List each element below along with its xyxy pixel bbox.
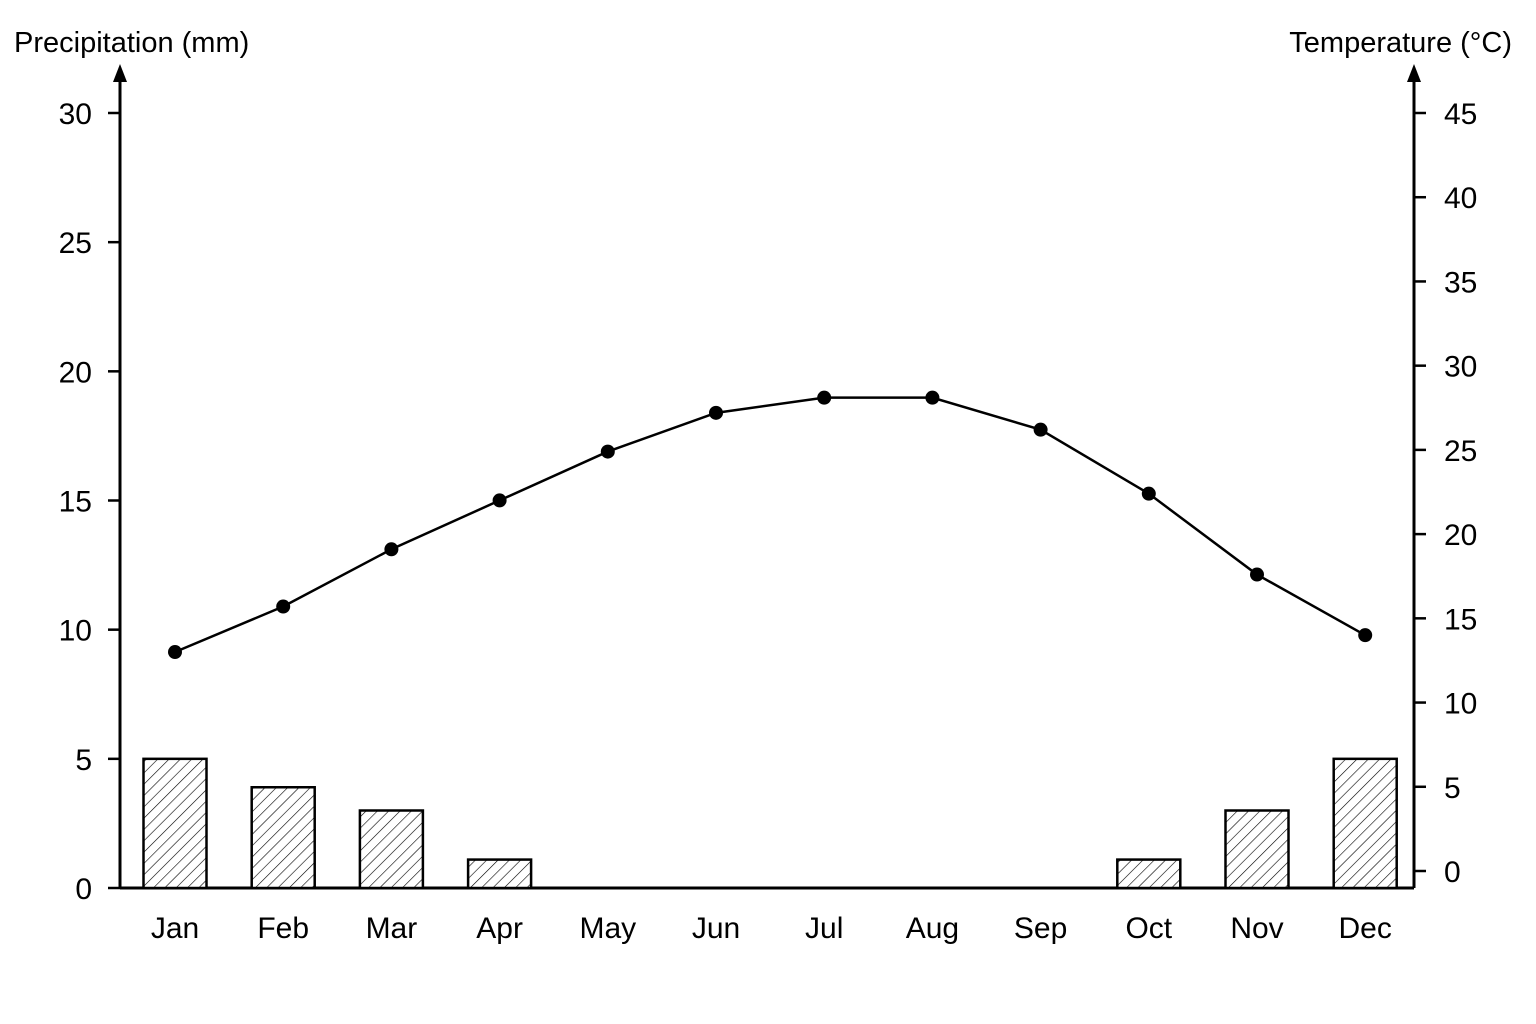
month-labels: Jan Feb Mar Apr May Jun Jul Aug Sep Oct Nov Dec [151,912,1392,945]
temperature-point-feb [276,599,291,614]
precipitation-bar-dec [1332,757,1398,890]
temperature-point-dec [1358,628,1373,643]
temperature-series [168,390,1373,660]
left-tick-label: 25 [59,227,92,260]
right-tick-label: 35 [1444,266,1477,299]
left-tick-label: 0 [75,873,92,906]
left-tick-label: 5 [75,744,92,777]
temperature-point-nov [1250,567,1264,582]
month-label: Jul [805,912,843,945]
temperature-point-jun [709,405,723,420]
month-label: Mar [366,912,418,945]
right-tick-label: 10 [1444,688,1477,721]
right-tick-label: 15 [1444,603,1477,636]
right-tick-label: 45 [1444,98,1477,131]
left-tick-label: 20 [59,356,92,389]
left-axis-arrow-icon [113,64,127,82]
temperature-point-jul [817,390,832,405]
temperature-point-may [600,444,615,459]
right-axis-arrow-icon [1407,64,1421,82]
left-tick-label: 15 [59,486,92,519]
month-label: Apr [476,912,523,945]
precipitation-bars [142,757,1398,890]
right-tick-label: 30 [1444,351,1477,384]
left-axis-title: Precipitation (mm) [14,27,249,59]
month-label: Feb [257,912,309,945]
temperature-line [174,396,1366,654]
right-tick-label: 25 [1444,435,1477,468]
temperature-point-apr [492,493,507,508]
temperature-point-oct [1141,486,1156,501]
month-label: Jun [692,912,740,945]
month-label: Jan [151,912,199,945]
month-label: Dec [1339,912,1392,945]
precipitation-bar-mar [358,809,425,890]
precipitation-bar-feb [250,786,316,890]
right-tick-label: 0 [1444,856,1461,889]
right-tick-label: 5 [1444,772,1461,805]
precipitation-bar-nov [1224,809,1290,890]
precipitation-bar-apr [466,858,533,890]
left-tick-label: 10 [59,615,92,648]
left-axis-ticks: 0 5 10 15 20 25 30 [59,98,120,906]
temperature-point-aug [925,390,940,405]
right-tick-label: 20 [1444,519,1477,552]
temperature-point-sep [1033,422,1048,437]
temperature-point-mar [384,542,399,557]
precipitation-bar-oct [1116,858,1182,890]
precipitation-bar-jan [142,757,208,890]
month-label: Sep [1014,912,1067,945]
right-axis-title: Temperature (°C) [1289,27,1512,59]
right-axis-ticks: 0 5 10 15 20 25 30 35 40 45 [1414,98,1477,889]
month-label: Oct [1125,912,1172,945]
month-label: Nov [1230,912,1283,945]
left-tick-label: 30 [59,98,92,131]
month-label: May [579,912,636,945]
right-tick-label: 40 [1444,182,1477,215]
month-label: Aug [906,912,959,945]
temperature-point-jan [168,645,182,660]
